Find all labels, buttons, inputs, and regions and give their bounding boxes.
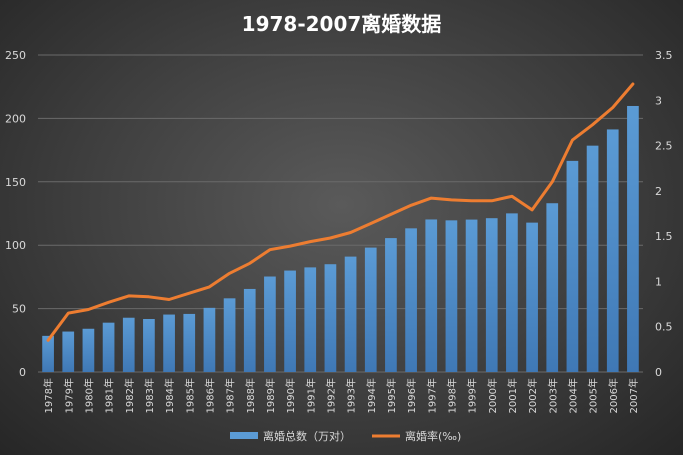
bar — [122, 317, 135, 372]
y-right-tick-label: 3 — [655, 94, 662, 107]
bar — [284, 270, 296, 372]
bar — [102, 322, 115, 372]
x-tick-label: 1986年 — [203, 378, 216, 413]
y-right-tick-label: 2.5 — [655, 140, 673, 153]
bar — [243, 288, 256, 372]
x-tick-label: 2003年 — [546, 378, 559, 413]
x-tick-label: 1995年 — [385, 378, 398, 413]
bar — [606, 129, 619, 372]
bar — [405, 228, 417, 372]
bar — [546, 203, 559, 372]
bar — [425, 219, 438, 372]
y-right-tick-label: 0.5 — [655, 321, 673, 334]
x-tick-label: 1999年 — [466, 378, 479, 413]
bar — [143, 318, 155, 372]
x-tick-label: 2007年 — [627, 378, 640, 413]
x-tick-label: 1982年 — [123, 378, 136, 413]
x-tick-label: 1993年 — [345, 378, 358, 413]
x-tick-label: 2002年 — [526, 378, 539, 413]
x-tick-label: 1984年 — [163, 378, 176, 413]
bar — [203, 307, 216, 372]
y-right-tick-label: 1 — [655, 275, 662, 288]
bar — [82, 328, 95, 372]
x-tick-label: 1985年 — [183, 378, 196, 413]
y-left-tick-label: 250 — [5, 49, 26, 62]
x-tick-label: 2005年 — [587, 378, 600, 413]
bar — [42, 335, 54, 372]
x-tick-label: 1980年 — [82, 378, 95, 413]
x-tick-label: 1983年 — [143, 378, 156, 413]
y-left-tick-label: 100 — [5, 239, 26, 252]
y-right-tick-label: 3.5 — [655, 49, 673, 62]
x-tick-label: 1981年 — [103, 378, 116, 413]
y-left-tick-label: 150 — [5, 176, 26, 189]
bar — [163, 314, 175, 372]
y-right-tick-label: 2 — [655, 185, 662, 198]
y-left-tick-label: 200 — [5, 112, 26, 125]
bar — [344, 256, 357, 372]
bar — [566, 160, 579, 372]
legend-swatch-bar — [230, 432, 258, 439]
x-tick-label: 1989年 — [264, 378, 277, 413]
y-right-tick-label: 0 — [655, 366, 662, 379]
x-tick-label: 2006年 — [607, 378, 620, 413]
x-tick-label: 1998年 — [445, 378, 458, 413]
bar — [385, 238, 397, 372]
x-tick-label: 1990年 — [284, 378, 297, 413]
x-tick-label: 1991年 — [304, 378, 317, 413]
bar — [264, 276, 276, 372]
bar — [324, 264, 337, 372]
y-right-tick-label: 1.5 — [655, 230, 673, 243]
bar — [62, 331, 75, 372]
y-left-tick-label: 0 — [19, 366, 26, 379]
x-tick-label: 1979年 — [62, 378, 75, 413]
x-tick-label: 1994年 — [365, 378, 378, 413]
x-tick-label: 2001年 — [506, 378, 519, 413]
x-tick-label: 2004年 — [566, 378, 579, 413]
x-tick-label: 1992年 — [324, 378, 337, 413]
chart-title: 1978-2007离婚数据 — [241, 12, 442, 36]
x-tick-label: 1978年 — [42, 378, 55, 413]
bar — [465, 219, 478, 372]
bar — [364, 247, 377, 372]
legend-label-bar: 离婚总数（万对） — [263, 429, 351, 443]
bar — [586, 145, 599, 372]
bar — [526, 222, 538, 372]
bar — [445, 220, 458, 372]
legend-label-line: 离婚率(‰) — [405, 429, 461, 443]
x-tick-label: 1988年 — [244, 378, 257, 413]
x-tick-label: 1997年 — [425, 378, 438, 413]
x-tick-label: 2000年 — [486, 378, 499, 413]
bar — [304, 267, 317, 372]
bar — [183, 313, 196, 372]
series-line — [46, 82, 635, 342]
bar — [506, 213, 518, 372]
bar — [627, 105, 639, 372]
bar — [485, 218, 498, 372]
bar — [223, 298, 236, 372]
x-tick-label: 1987年 — [224, 378, 237, 413]
y-left-tick-label: 50 — [12, 303, 26, 316]
x-tick-label: 1996年 — [405, 378, 418, 413]
